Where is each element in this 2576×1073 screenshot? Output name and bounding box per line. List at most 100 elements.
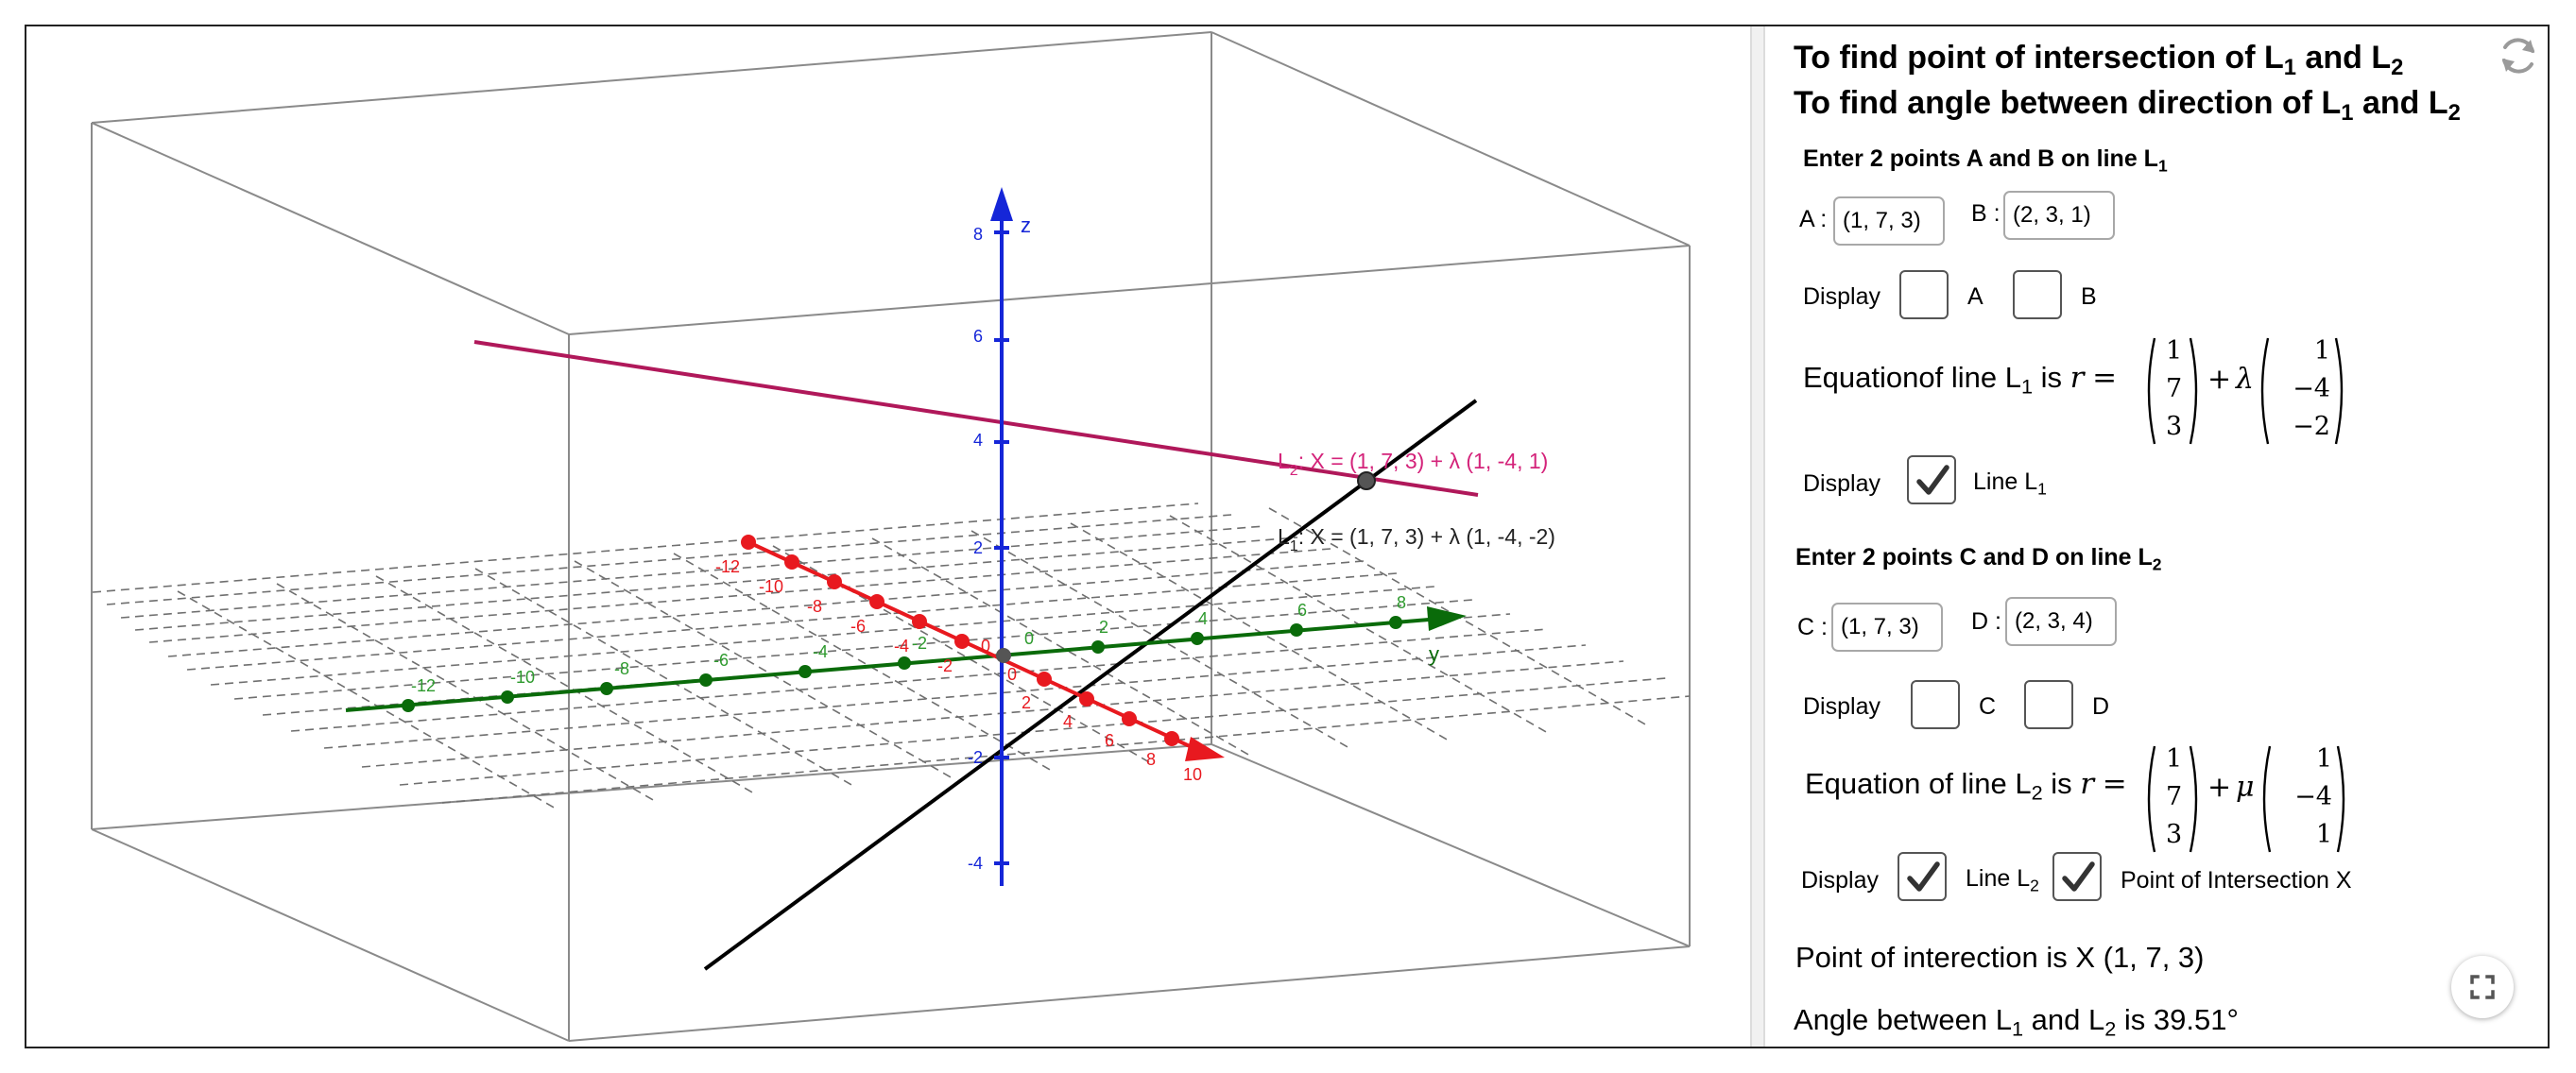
line-l1-label: L1: X = (1, 7, 3) + λ (1, -4, -2) <box>1278 524 1555 554</box>
point-c-label: C : <box>1797 614 1828 640</box>
l2-point-x: 1 <box>2166 744 2183 774</box>
line-l1[interactable] <box>703 399 1478 971</box>
applet-frame <box>25 25 2550 1048</box>
equation-l2-plus: + <box>2207 771 2232 804</box>
point-a-input[interactable] <box>1833 196 1945 246</box>
origin-labels: 0 0 0 <box>981 629 1034 684</box>
z-axis <box>990 187 1013 886</box>
l1-dir-x: 1 <box>2313 336 2330 366</box>
checkbox-b[interactable] <box>2013 270 2062 319</box>
checkbox-d[interactable] <box>2024 680 2073 729</box>
y-tick-label: -2 <box>912 634 927 653</box>
equation-l1-direction-vector: 1 −4 −2 <box>2257 334 2347 448</box>
checkbox-line-l2[interactable] <box>1898 852 1947 901</box>
x-tick-label: 2 <box>1022 693 1031 712</box>
x-axis <box>741 535 1225 761</box>
angle-result: Angle between L1 and L2 is 39.51° <box>1794 1003 2239 1041</box>
x-tick-label: 4 <box>1063 712 1073 731</box>
title-angle: To find angle between direction of L1 an… <box>1794 85 2461 127</box>
l1-point-y: 7 <box>2166 374 2183 403</box>
display-label: Display <box>1801 867 1879 894</box>
checkbox-c-label: C <box>1979 693 1997 720</box>
equation-l1-point-vector: 1 7 3 <box>2143 334 2202 448</box>
equation-l2-mu: μ <box>2236 771 2255 804</box>
x-tick-label: -6 <box>850 617 866 636</box>
x-tick-label: -4 <box>894 637 909 656</box>
display-label: Display <box>1803 693 1880 720</box>
checkmark-icon <box>1907 861 1940 892</box>
checkbox-intersection[interactable] <box>2052 852 2102 901</box>
line-l2[interactable] <box>473 340 1479 497</box>
z-axis-label: z <box>1021 213 1031 237</box>
x-tick-label: -8 <box>807 597 822 616</box>
panel-splitter[interactable] <box>1750 26 1765 1047</box>
x-tick-label: 6 <box>1105 731 1114 750</box>
equation-l1-lambda: λ <box>2236 363 2255 396</box>
z-tick-label: 8 <box>973 225 983 244</box>
point-b-label: B : <box>1971 200 2001 227</box>
x-tick-label: 10 <box>1183 765 1202 784</box>
line2-heading: Enter 2 points C and D on line L2 <box>1795 544 2162 574</box>
equation-l1-text: Equationof line L1 is r = <box>1803 361 2118 399</box>
xy-plane-grid <box>92 502 1691 809</box>
z-tick-label: -2 <box>968 748 983 767</box>
y-tick-label: 2 <box>1099 618 1108 637</box>
y-tick-label: -8 <box>614 659 629 678</box>
equation-l1-plus: + <box>2207 363 2232 396</box>
y-axis <box>345 606 1467 712</box>
checkbox-c[interactable] <box>1911 680 1960 729</box>
point-b-input[interactable] <box>2003 191 2115 240</box>
equation-l2-text: Equation of line L2 is r = <box>1805 767 2127 805</box>
x-tick-label: -2 <box>937 656 953 675</box>
display-label: Display <box>1803 283 1880 310</box>
fullscreen-button[interactable] <box>2451 956 2514 1018</box>
l1-dir-y: −4 <box>2293 374 2330 403</box>
y-axis-label: y <box>1429 642 1439 666</box>
x-tick-label: 8 <box>1146 750 1156 769</box>
z-tick-labels: 8 6 4 2 -2 -4 <box>968 225 983 873</box>
origin-label-z: 0 <box>1007 665 1017 684</box>
l2-dir-x: 1 <box>2315 744 2332 774</box>
display-label: Display <box>1803 470 1880 497</box>
checkbox-d-label: D <box>2092 693 2110 720</box>
intersection-result: Point of interection is X (1, 7, 3) <box>1795 941 2205 974</box>
reset-icon[interactable] <box>2497 34 2540 77</box>
l2-dir-z: 1 <box>2315 820 2332 849</box>
checkbox-line-l2-label: Line L2 <box>1966 865 2039 895</box>
checkbox-a[interactable] <box>1899 270 1949 319</box>
y-tick-label: -4 <box>813 642 828 661</box>
y-tick-label: 4 <box>1198 609 1208 628</box>
point-a-label: A : <box>1799 206 1828 232</box>
checkmark-icon <box>2062 861 2095 892</box>
equation-l2-point-vector: 1 7 3 <box>2143 742 2202 856</box>
l2-point-z: 3 <box>2166 820 2183 849</box>
z-tick-label: -4 <box>968 854 983 873</box>
checkbox-b-label: B <box>2081 283 2097 310</box>
clipping-box <box>91 31 1691 1042</box>
checkbox-line-l1[interactable] <box>1907 455 1956 504</box>
l1-point-x: 1 <box>2166 336 2183 366</box>
checkmark-icon <box>1916 465 1949 495</box>
z-tick-label: 4 <box>973 431 983 450</box>
y-tick-label: 6 <box>1297 601 1307 620</box>
line1-heading: Enter 2 points A and B on line L1 <box>1803 145 2168 176</box>
equation-l2-direction-vector: 1 −4 1 <box>2258 742 2349 856</box>
y-tick-label: 8 <box>1397 593 1406 612</box>
l1-dir-z: −2 <box>2293 412 2330 441</box>
side-panel: To find point of intersection of L1 and … <box>1765 26 2548 1047</box>
title-intersection: To find point of intersection of L1 and … <box>1794 40 2404 81</box>
origin-label-y: 0 <box>1024 629 1034 648</box>
checkbox-intersection-label: Point of Intersection X <box>2121 867 2352 894</box>
l2-dir-y: −4 <box>2294 782 2332 811</box>
graphics-view-3d[interactable]: z y 8 6 4 2 -2 -4 -12 -10 -8 -6 -4 -2 2 … <box>26 26 1750 1047</box>
fullscreen-icon <box>2470 975 2495 999</box>
l1-point-z: 3 <box>2166 412 2183 441</box>
x-tick-label: -12 <box>715 557 740 576</box>
checkbox-line-l1-label: Line L1 <box>1973 468 2047 499</box>
intersection-point-x[interactable] <box>1357 471 1376 490</box>
y-tick-label: -6 <box>713 651 729 670</box>
y-tick-label: -10 <box>510 668 535 687</box>
point-d-input[interactable] <box>2005 597 2117 646</box>
x-tick-labels: -12 -10 -8 -6 -4 -2 2 4 6 8 10 <box>715 557 1202 784</box>
point-c-input[interactable] <box>1831 603 1943 652</box>
